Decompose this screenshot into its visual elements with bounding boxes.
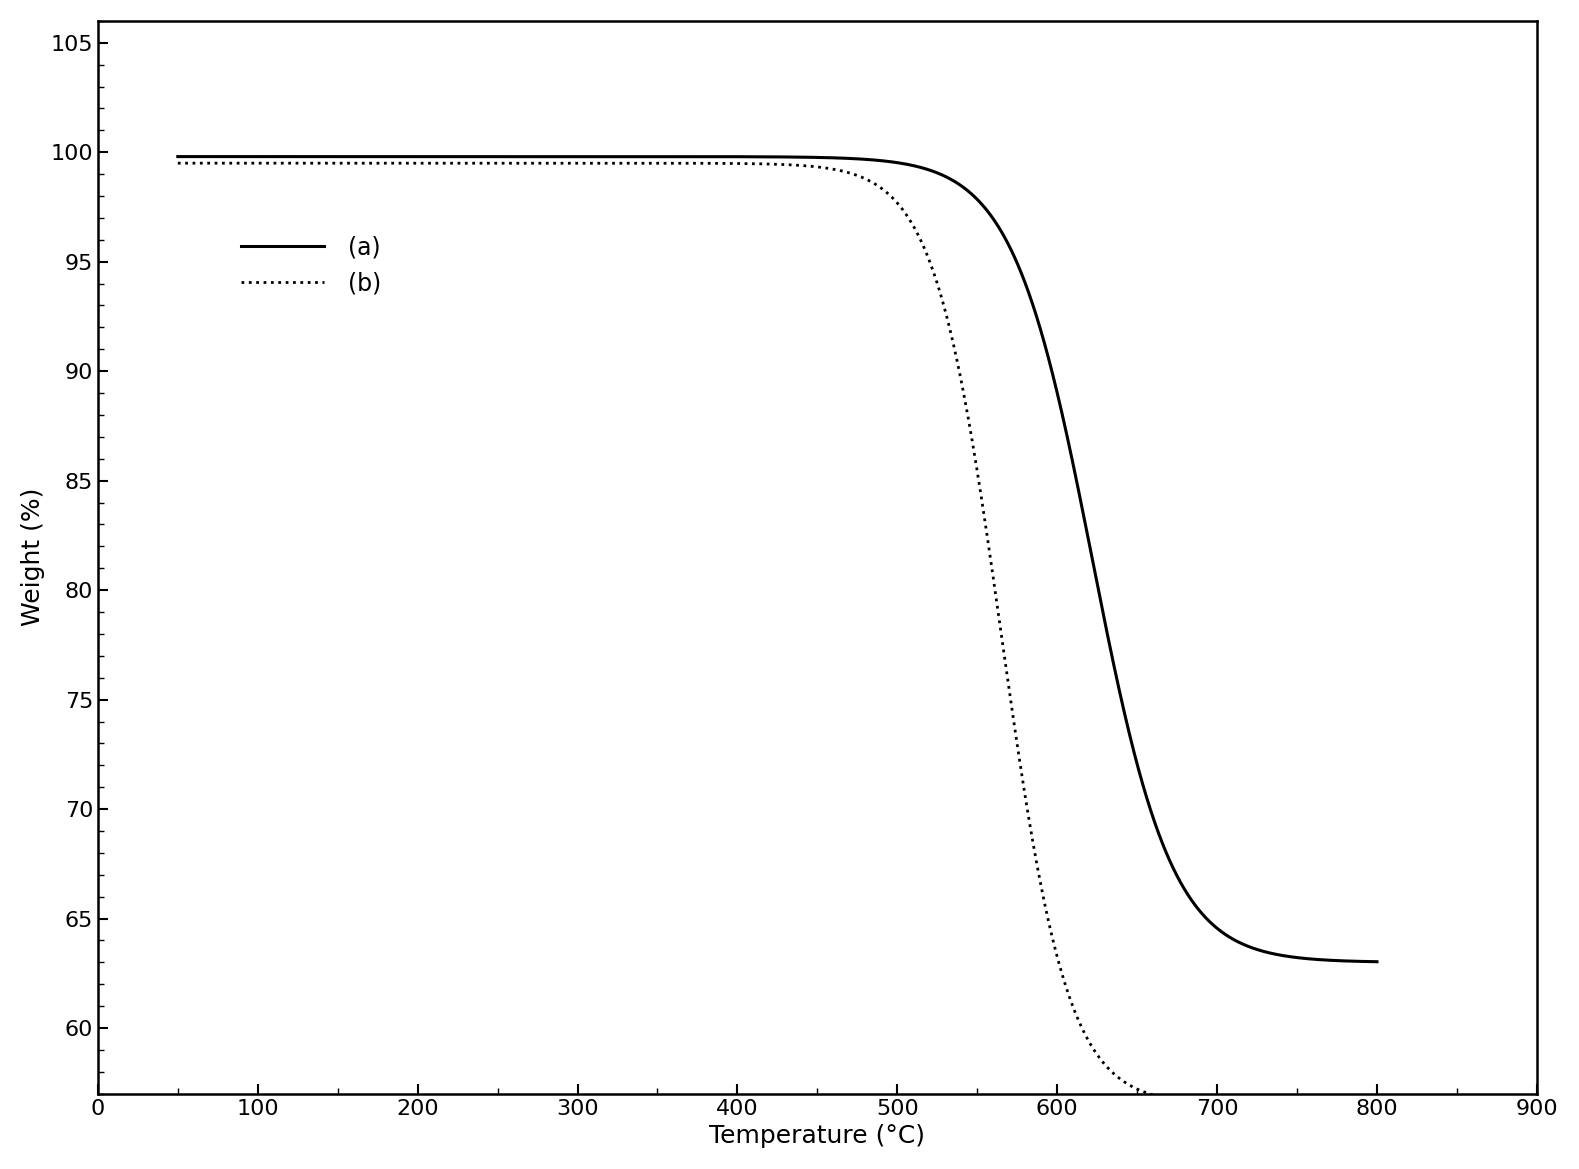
(b) (681, 157, 699, 171)
(a) (1367, 955, 1386, 969)
(a) (1214, 927, 1233, 941)
X-axis label: Temperature (°C): Temperature (°C) (709, 1125, 925, 1148)
(a) (169, 150, 188, 164)
(b) (169, 157, 188, 171)
Line: (a): (a) (178, 157, 1377, 962)
(a) (1344, 954, 1363, 968)
(b) (628, 157, 647, 171)
(b) (1344, 1098, 1363, 1112)
(b) (1214, 1097, 1233, 1111)
Legend: (a), (b): (a), (b) (232, 226, 390, 304)
(a) (376, 150, 395, 164)
(a) (681, 150, 699, 164)
(b) (376, 157, 395, 171)
Y-axis label: Weight (%): Weight (%) (21, 489, 44, 627)
(a) (305, 150, 324, 164)
Line: (b): (b) (178, 164, 1377, 1105)
(a) (628, 150, 647, 164)
(b) (1367, 1098, 1386, 1112)
(b) (305, 157, 324, 171)
